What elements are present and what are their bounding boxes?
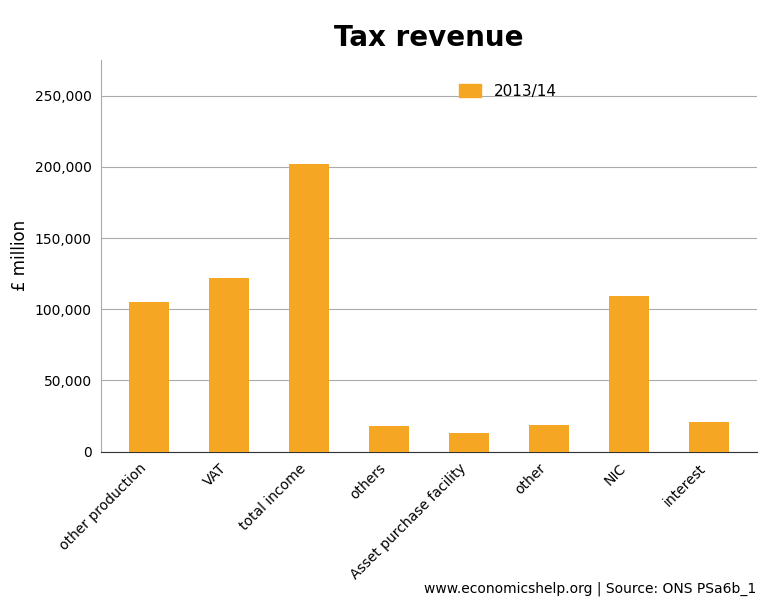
Title: Tax revenue: Tax revenue — [335, 24, 523, 52]
Bar — [529, 425, 569, 452]
Bar — [289, 164, 329, 452]
Y-axis label: £ million: £ million — [11, 220, 29, 291]
Bar — [608, 296, 649, 452]
Bar — [209, 278, 250, 452]
Bar — [369, 426, 409, 452]
Legend: 2013/14: 2013/14 — [452, 78, 563, 105]
Bar — [689, 421, 729, 452]
Bar — [449, 433, 489, 452]
Bar — [129, 302, 169, 452]
Text: www.economicshelp.org | Source: ONS PSa6b_1: www.economicshelp.org | Source: ONS PSa6… — [424, 582, 757, 596]
